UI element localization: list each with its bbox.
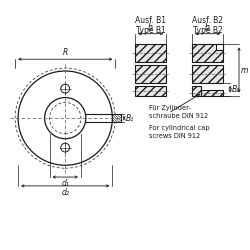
Bar [201,90,223,96]
Text: Ausf. B2
Type B2: Ausf. B2 Type B2 [192,16,223,36]
Text: Ausf. B1
Type B1: Ausf. B1 Type B1 [135,16,166,36]
Bar [112,114,121,122]
Bar [192,86,201,96]
Text: d₂: d₂ [61,188,69,197]
Text: d₁: d₁ [61,179,69,188]
Text: B₂: B₂ [232,85,240,94]
Bar [135,65,166,83]
Text: b: b [148,23,153,32]
Text: Für Zylinder-
schraube DIN 912: Für Zylinder- schraube DIN 912 [149,105,208,119]
Text: B₁: B₁ [126,114,134,123]
Bar [216,44,223,50]
Bar [192,65,223,83]
Bar [135,44,166,62]
Text: m: m [240,66,248,74]
Bar [192,44,223,62]
Bar [135,86,166,96]
Text: R: R [62,48,68,57]
Text: b: b [205,23,210,32]
Text: For cylindrical cap
screws DIN 912: For cylindrical cap screws DIN 912 [149,125,209,138]
